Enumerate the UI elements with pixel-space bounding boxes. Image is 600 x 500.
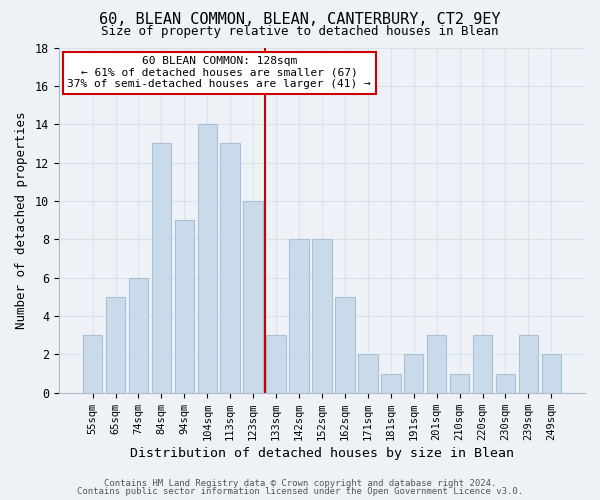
Text: Contains HM Land Registry data © Crown copyright and database right 2024.: Contains HM Land Registry data © Crown c… xyxy=(104,479,496,488)
Bar xyxy=(496,374,515,393)
Bar xyxy=(197,124,217,393)
Text: Contains public sector information licensed under the Open Government Licence v3: Contains public sector information licen… xyxy=(77,487,523,496)
Text: Size of property relative to detached houses in Blean: Size of property relative to detached ho… xyxy=(101,25,499,38)
Text: 60, BLEAN COMMON, BLEAN, CANTERBURY, CT2 9EY: 60, BLEAN COMMON, BLEAN, CANTERBURY, CT2… xyxy=(99,12,501,28)
Bar xyxy=(129,278,148,393)
Bar xyxy=(542,354,561,393)
Bar xyxy=(518,336,538,393)
Bar xyxy=(83,336,103,393)
Bar xyxy=(381,374,401,393)
X-axis label: Distribution of detached houses by size in Blean: Distribution of detached houses by size … xyxy=(130,447,514,460)
Bar xyxy=(152,144,171,393)
Bar xyxy=(312,240,332,393)
Bar xyxy=(266,336,286,393)
Text: 60 BLEAN COMMON: 128sqm
← 61% of detached houses are smaller (67)
37% of semi-de: 60 BLEAN COMMON: 128sqm ← 61% of detache… xyxy=(67,56,371,90)
Bar xyxy=(106,297,125,393)
Bar xyxy=(289,240,309,393)
Bar xyxy=(358,354,377,393)
Bar xyxy=(404,354,424,393)
Bar xyxy=(450,374,469,393)
Bar xyxy=(175,220,194,393)
Y-axis label: Number of detached properties: Number of detached properties xyxy=(15,112,28,329)
Bar xyxy=(220,144,240,393)
Bar xyxy=(427,336,446,393)
Bar xyxy=(473,336,492,393)
Bar xyxy=(335,297,355,393)
Bar xyxy=(244,201,263,393)
